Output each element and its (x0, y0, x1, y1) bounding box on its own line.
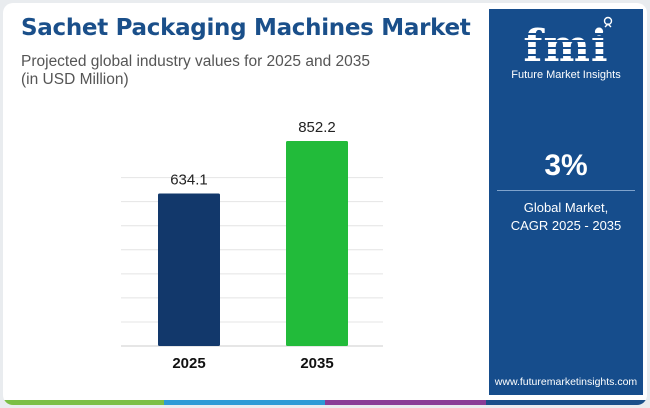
logo-text: Future Market Insights (511, 69, 621, 81)
cagr-label-line-2: CAGR 2025 - 2035 (510, 218, 622, 233)
sidebar-panel: fmi Future Market Insights 3% Global Mar… (489, 9, 643, 395)
bottom-bar-segment-purple (325, 400, 486, 405)
data-label-2035: 852.2 (298, 119, 336, 136)
bottom-bar-segment-blue (164, 400, 325, 405)
bottom-color-bar (3, 400, 647, 405)
cagr-label-line-1: Global Market, (523, 200, 609, 215)
cagr-description: Global Market, CAGR 2025 - 2035 (489, 199, 643, 235)
bar-chart: 634.1 2025 852.2 2035 (121, 119, 383, 372)
infographic-card: Sachet Packaging Machines Market Project… (3, 3, 647, 405)
website-link[interactable]: www.futuremarketinsights.com (494, 376, 638, 388)
bottom-bar-segment-navy (486, 400, 647, 405)
bar-2035 (286, 141, 348, 346)
bottom-bar-segment-green (3, 400, 164, 405)
svg-text:fmi: fmi (523, 21, 608, 72)
data-label-2025: 634.1 (170, 171, 208, 188)
subtitle-line-2: (in USD Million) (21, 71, 129, 88)
cagr-value: 3% (544, 149, 588, 182)
fmi-logo-icon: fmi (509, 16, 623, 72)
subtitle-line-1: Projected global industry values for 202… (21, 53, 370, 70)
chart-title: Sachet Packaging Machines Market (21, 15, 471, 41)
x-tick-label-2035: 2035 (300, 355, 333, 372)
chart-subtitle: Projected global industry values for 202… (21, 53, 461, 89)
x-tick-label-2025: 2025 (172, 355, 205, 372)
cagr-divider (497, 190, 635, 191)
bar-2025 (158, 193, 220, 346)
